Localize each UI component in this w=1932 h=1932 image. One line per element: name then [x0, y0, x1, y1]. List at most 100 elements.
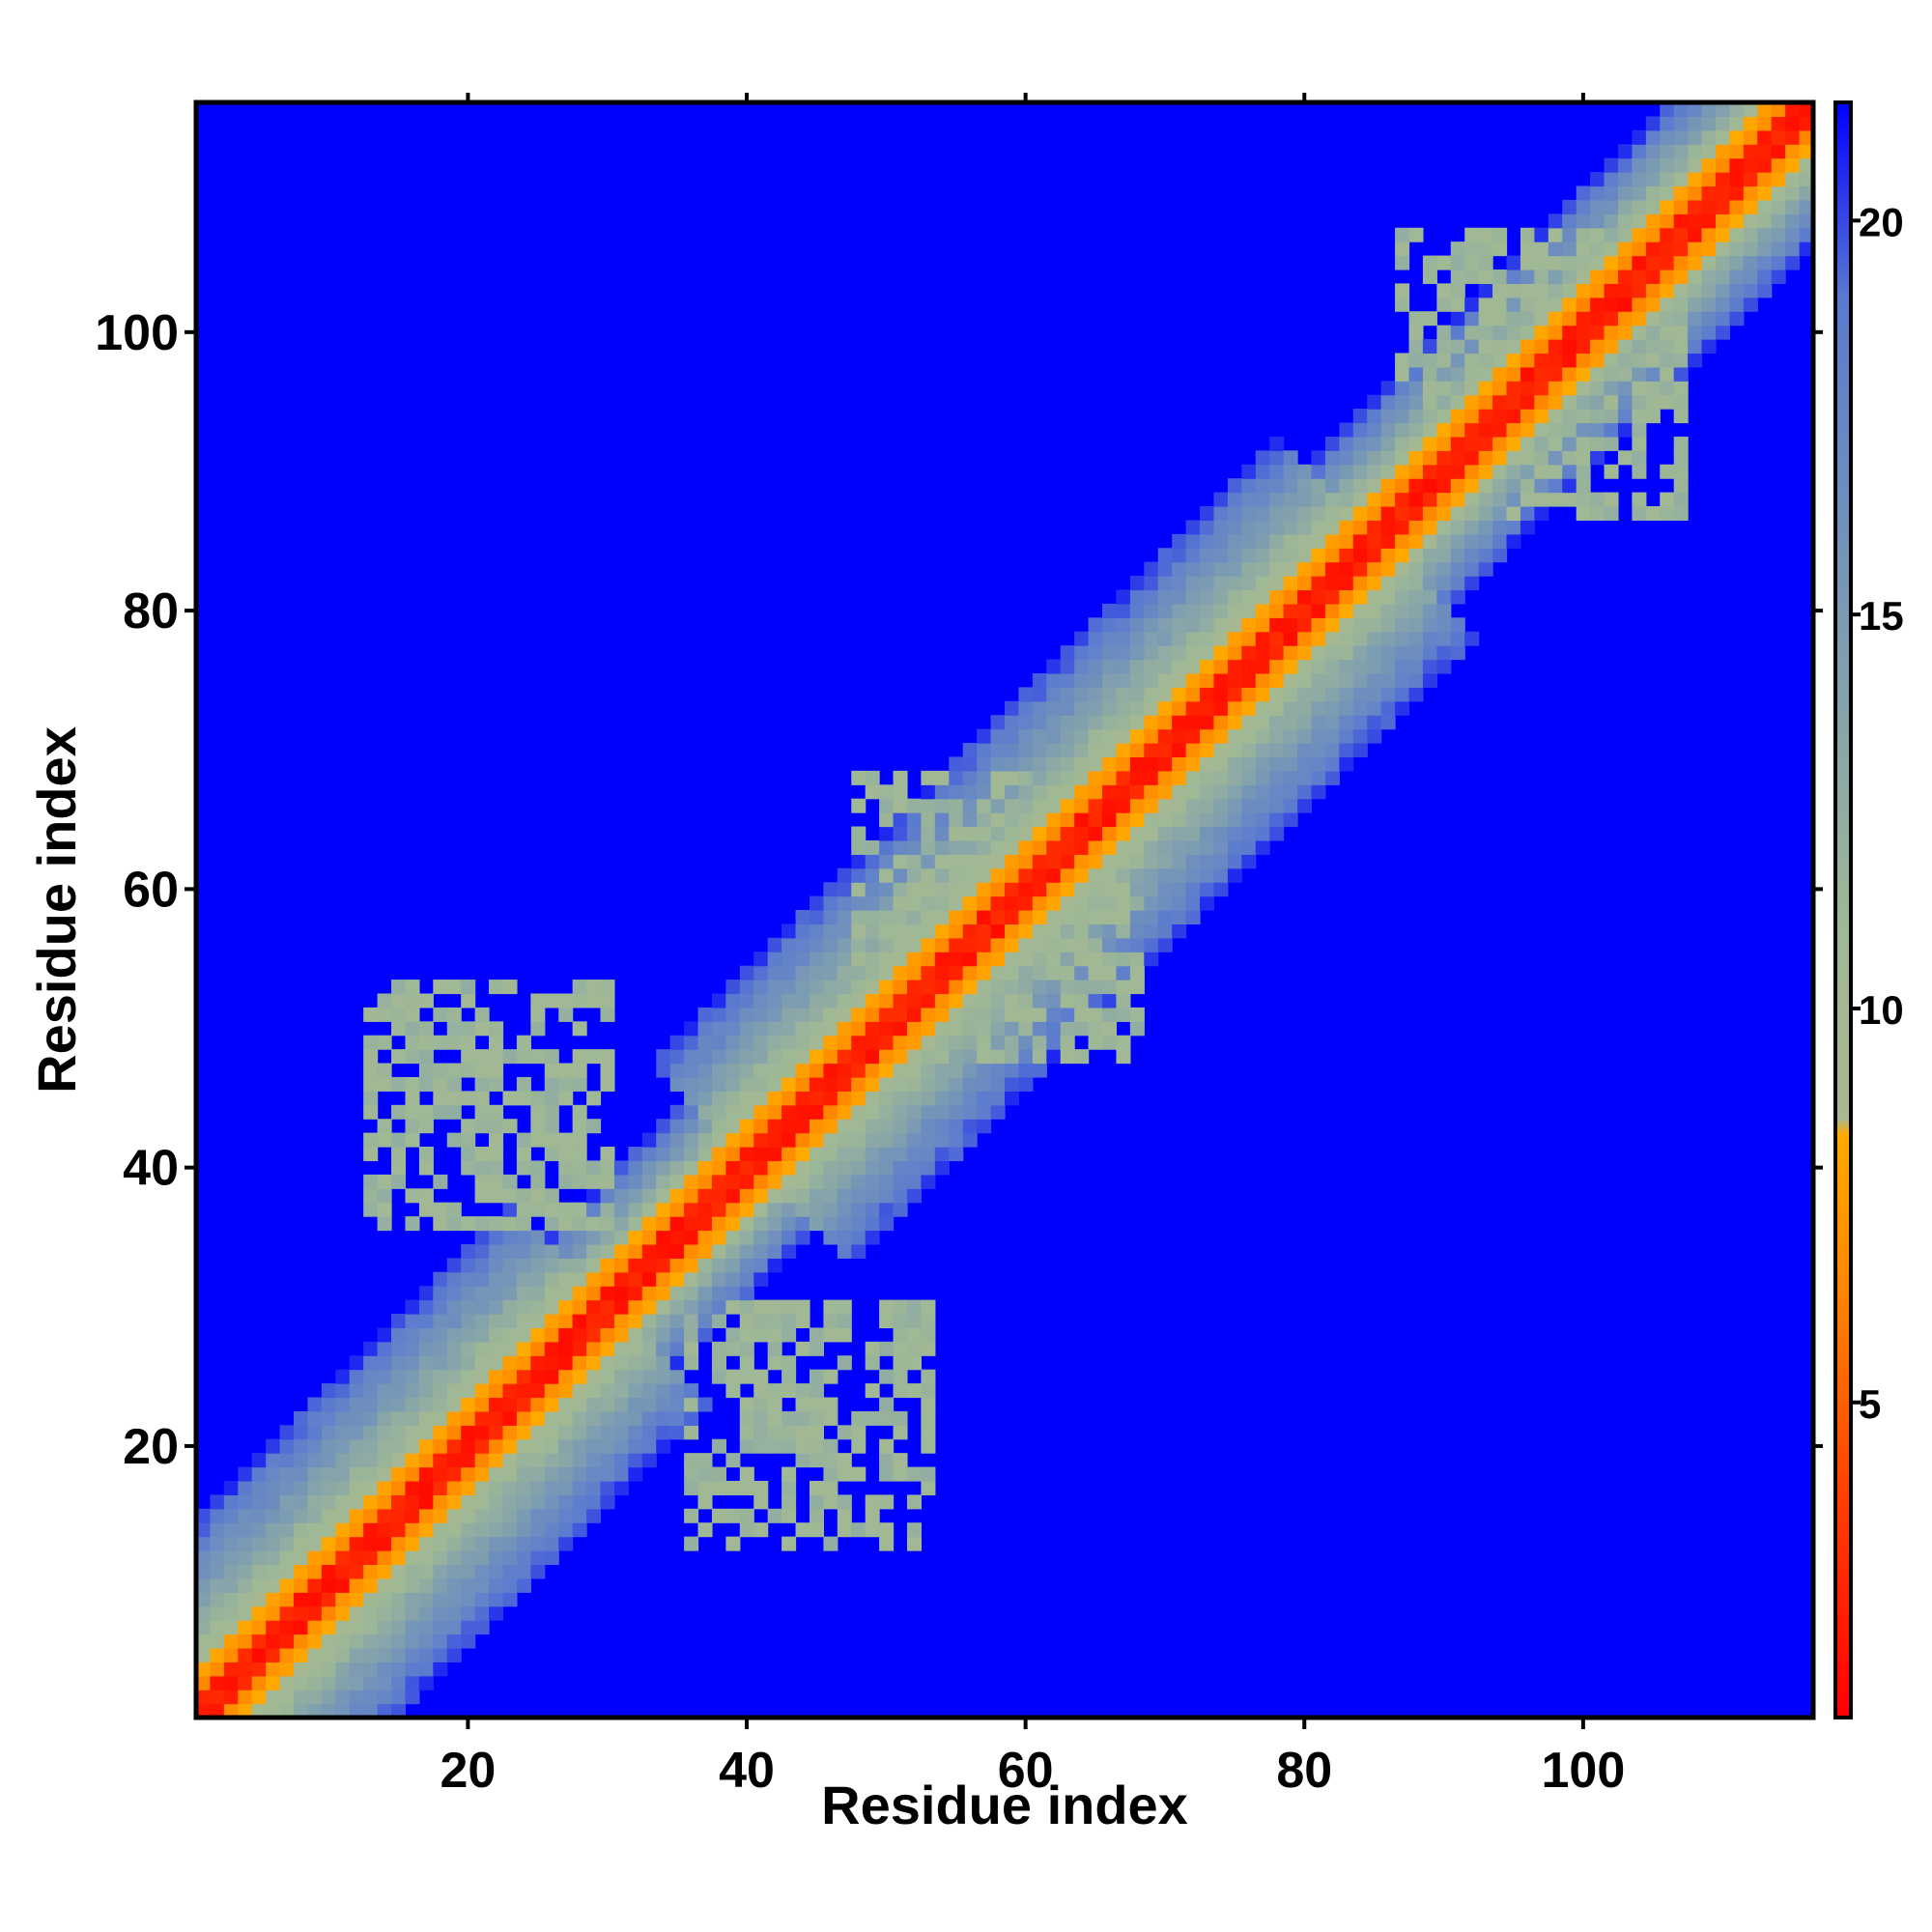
- heatmap-cell: [767, 1007, 782, 1022]
- heatmap-cell: [1241, 826, 1257, 841]
- heatmap-cell: [1102, 937, 1118, 952]
- heatmap-cell: [1395, 366, 1410, 382]
- heatmap-cell: [335, 1369, 351, 1384]
- heatmap-cell: [1129, 910, 1145, 925]
- heatmap-cell: [1660, 506, 1675, 522]
- heatmap-cell: [753, 1202, 769, 1217]
- heatmap-cell: [572, 1119, 587, 1134]
- heatmap-cell: [1436, 589, 1452, 605]
- heatmap-cell: [349, 1480, 364, 1495]
- heatmap-cell: [530, 1327, 546, 1343]
- heatmap-cell: [1157, 687, 1173, 702]
- heatmap-cell: [1060, 672, 1075, 688]
- heatmap-cell: [544, 1355, 559, 1371]
- heatmap-cell: [725, 993, 741, 1009]
- heatmap-cell: [1688, 269, 1703, 284]
- heatmap-cell: [446, 1577, 462, 1593]
- heatmap-cell: [1660, 464, 1675, 479]
- heatmap-cell: [1715, 144, 1731, 159]
- heatmap-cell: [739, 1522, 754, 1538]
- heatmap-cell: [544, 1341, 559, 1356]
- heatmap-cell: [1157, 839, 1173, 855]
- heatmap-cell: [1534, 311, 1549, 327]
- heatmap-cell: [1046, 743, 1062, 758]
- heatmap-cell: [377, 1438, 392, 1454]
- heatmap-cell: [489, 1605, 504, 1621]
- heatmap-cell: [1673, 436, 1689, 451]
- heatmap-cell: [516, 1508, 531, 1523]
- heatmap-cell: [684, 1160, 699, 1176]
- heatmap-cell: [669, 1049, 685, 1065]
- heatmap-cell: [544, 1494, 559, 1510]
- heatmap-cell: [489, 1147, 504, 1162]
- heatmap-cell: [1116, 687, 1131, 702]
- heatmap-cell: [1227, 743, 1242, 758]
- heatmap-cell: [223, 1675, 239, 1690]
- heatmap-cell: [1464, 506, 1480, 522]
- heatmap-cell: [809, 1132, 824, 1148]
- heatmap-cell: [1102, 687, 1118, 702]
- heatmap-cell: [1673, 394, 1689, 410]
- heatmap-cell: [600, 1230, 615, 1245]
- heatmap-cell: [1632, 185, 1647, 201]
- heatmap-cell: [572, 1104, 587, 1120]
- heatmap-cell: [516, 1425, 531, 1440]
- heatmap-cell: [1032, 854, 1047, 869]
- heatmap-cell: [1046, 700, 1062, 716]
- heatmap-cell: [405, 993, 420, 1009]
- heatmap-cell: [1688, 255, 1703, 270]
- heatmap-cell: [1157, 770, 1173, 785]
- heatmap-cell: [921, 867, 936, 883]
- heatmap-cell: [1297, 728, 1313, 744]
- heatmap-cell: [1715, 325, 1731, 340]
- heatmap-cell: [572, 1160, 587, 1176]
- heatmap-cell: [893, 1383, 908, 1399]
- heatmap-cell: [809, 1104, 824, 1120]
- heatmap-cell: [433, 1341, 448, 1356]
- heatmap-cell: [865, 1508, 880, 1523]
- heatmap-cell: [1339, 548, 1354, 563]
- heatmap-cell: [977, 1035, 992, 1050]
- heatmap-cell: [251, 1605, 267, 1621]
- heatmap-cell: [1241, 576, 1257, 591]
- heatmap-cell: [851, 1104, 867, 1120]
- heatmap-cell: [572, 1438, 587, 1454]
- heatmap-cell: [572, 1453, 587, 1468]
- heatmap-cell: [489, 1425, 504, 1440]
- heatmap-cell: [613, 1438, 629, 1454]
- heatmap-cell: [1604, 409, 1619, 424]
- heatmap-cell: [1464, 576, 1480, 591]
- heatmap-cell: [1060, 687, 1075, 702]
- heatmap-cell: [1032, 687, 1047, 702]
- heatmap-cell: [210, 1577, 225, 1593]
- heatmap-cell: [865, 839, 880, 855]
- heatmap-cell: [1450, 353, 1465, 368]
- heatmap-cell: [461, 1369, 476, 1384]
- heatmap-cell: [1116, 756, 1131, 772]
- heatmap-cell: [1074, 687, 1090, 702]
- heatmap-cell: [669, 1243, 685, 1259]
- heatmap-cell: [1534, 255, 1549, 270]
- heatmap-cell: [1464, 478, 1480, 494]
- heatmap-cell: [1436, 255, 1452, 270]
- heatmap-cell: [321, 1564, 336, 1579]
- heatmap-cell: [1645, 297, 1661, 312]
- heatmap-cell: [1688, 339, 1703, 355]
- heatmap-cell: [1255, 784, 1270, 800]
- heatmap-cell: [656, 1397, 671, 1412]
- heatmap-cell: [1464, 297, 1480, 312]
- heatmap-cell: [1129, 812, 1145, 828]
- heatmap-cell: [1255, 478, 1270, 494]
- heatmap-cell: [489, 1550, 504, 1566]
- heatmap-cell: [1116, 895, 1131, 911]
- heatmap-cell: [1590, 297, 1605, 312]
- heatmap-cell: [669, 1230, 685, 1245]
- heatmap-cell: [363, 1383, 379, 1399]
- heatmap-cell: [530, 1049, 546, 1065]
- heatmap-cell: [1005, 923, 1020, 939]
- heatmap-cell: [1492, 548, 1508, 563]
- heatmap-cell: [1283, 631, 1298, 646]
- heatmap-cell: [1297, 464, 1313, 479]
- heatmap-cell: [1617, 157, 1633, 173]
- heatmap-cell: [1144, 659, 1159, 674]
